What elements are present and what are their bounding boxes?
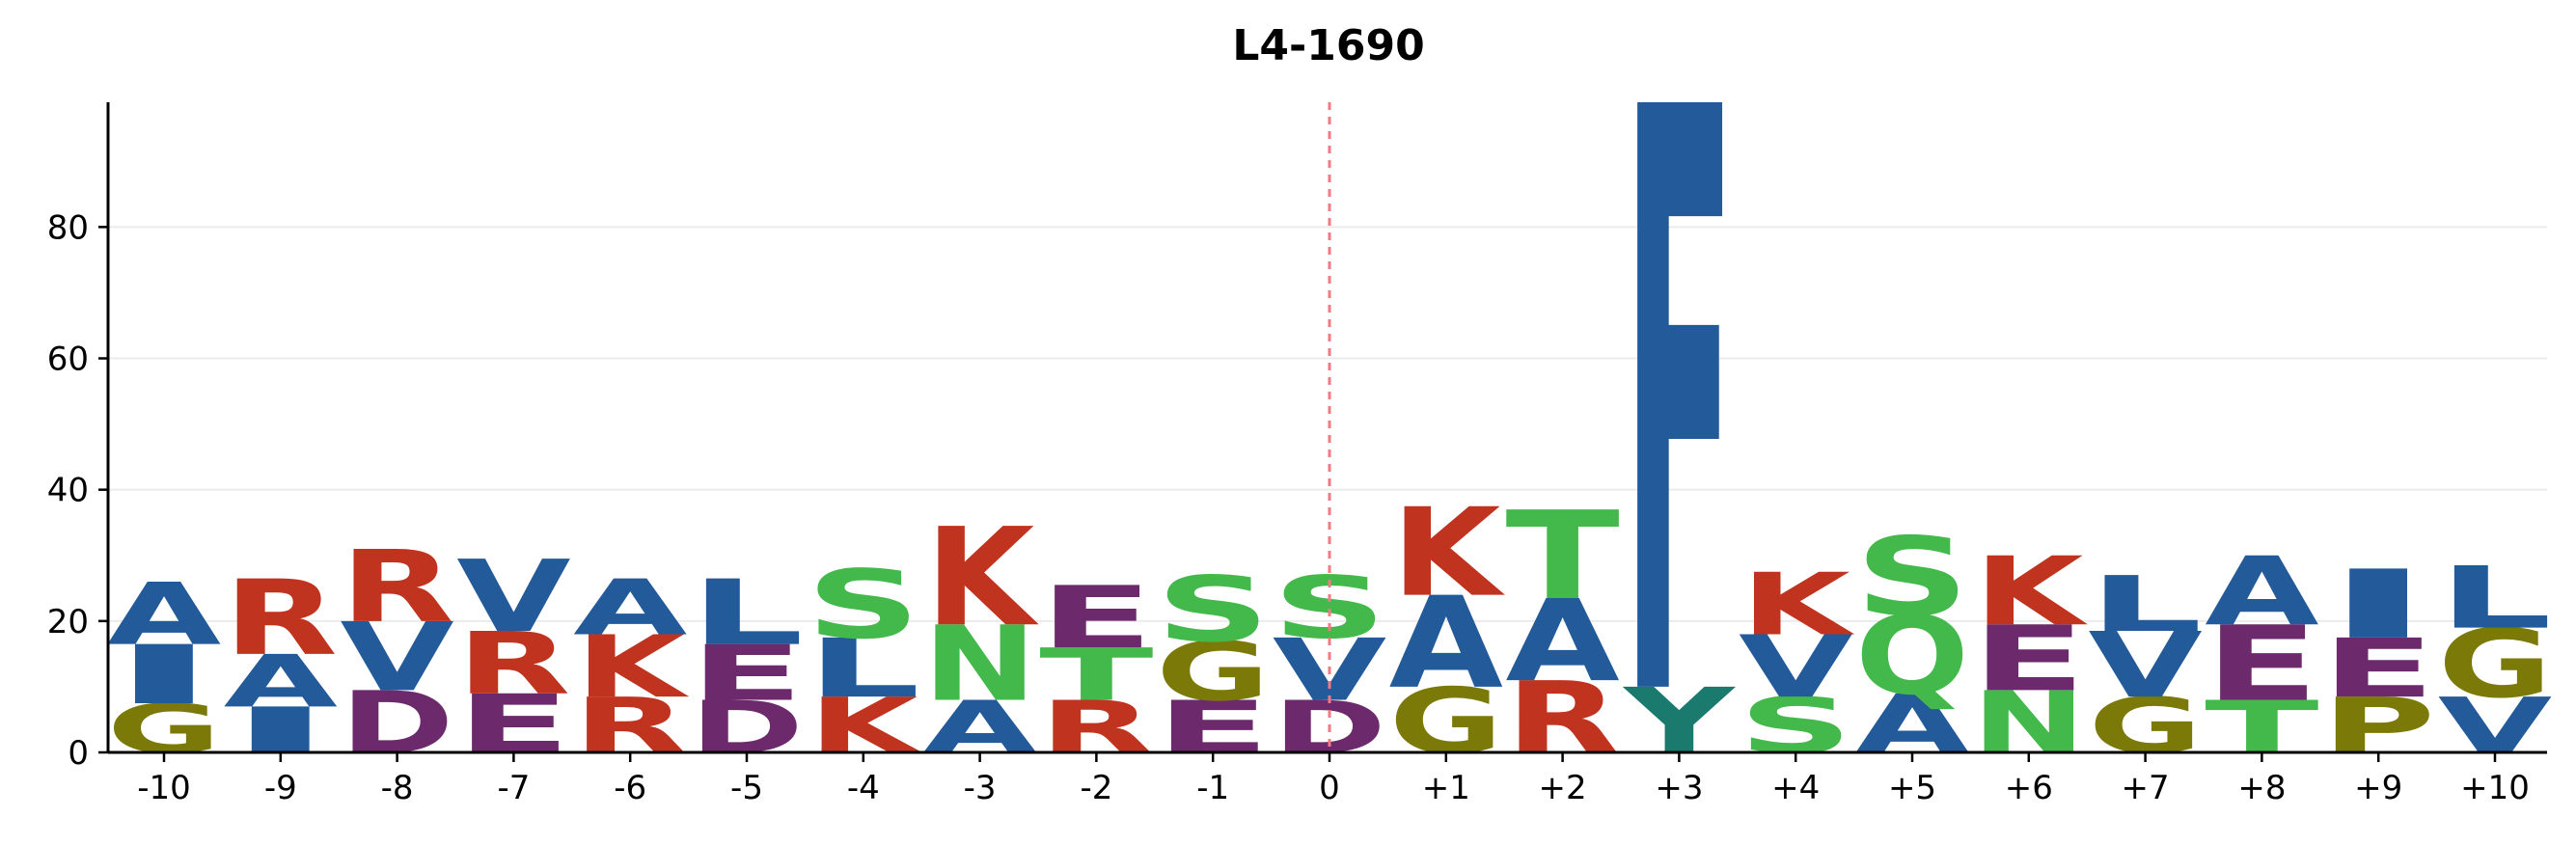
logo-letter-A: A	[573, 563, 687, 653]
logo-letter-A: A	[224, 640, 338, 723]
logo-letter-R: R	[340, 530, 453, 644]
logo-letter-T: T	[1505, 485, 1619, 627]
x-tick-label: -2	[1080, 769, 1112, 807]
gridlines	[108, 226, 2547, 622]
logo-letter-I: I	[2321, 550, 2435, 660]
logo-letter-V: V	[456, 539, 571, 655]
x-tick-label: +1	[1422, 769, 1470, 807]
logo-letter-A: A	[1389, 570, 1503, 718]
x-tick-label: +5	[1888, 769, 1936, 807]
logo-letter-G: G	[1156, 624, 1270, 719]
x-tick-label: +8	[2237, 769, 2286, 807]
logo-letter-G: G	[2438, 610, 2552, 720]
logo-letter-R: R	[224, 559, 338, 679]
logo-letter-Q: Q	[1855, 593, 1969, 719]
y-tick-label: 20	[47, 603, 89, 641]
x-tick-label: +9	[2354, 769, 2402, 807]
x-tick-label: -7	[497, 769, 530, 807]
x-tick-label: +3	[1655, 769, 1703, 807]
logo-letter-F: F	[1622, 0, 1736, 845]
logo-letter-L: L	[690, 560, 804, 666]
logo-letter-E: E	[1972, 607, 2086, 712]
logo-letter-K: K	[925, 499, 1039, 656]
x-tick-label: -3	[964, 769, 997, 807]
x-tick-label: -8	[381, 769, 414, 807]
logo-letter-K: K	[1391, 482, 1505, 624]
x-tick-label: -6	[614, 769, 646, 807]
y-tick-label: 60	[47, 341, 89, 379]
y-tick-label: 0	[68, 734, 89, 773]
x-tick-label: -4	[847, 769, 880, 807]
logo-letter-E: E	[2321, 622, 2435, 717]
logo-letter-S: S	[1156, 558, 1270, 663]
logo-letter-K: K	[1741, 555, 1855, 654]
logo-letter-A: A	[107, 565, 222, 665]
logo-letter-V: V	[2088, 613, 2202, 718]
x-tick-label: +4	[1771, 769, 1820, 807]
logo-letter-L: L	[807, 621, 920, 716]
logo-letter-K: K	[808, 681, 922, 770]
x-tick-label: +6	[2005, 769, 2053, 807]
x-tick-label: -9	[264, 769, 297, 807]
logo-letter-L: L	[2088, 559, 2202, 649]
logo-letter-S: S	[1855, 514, 1969, 641]
x-tick-label: -10	[137, 769, 191, 807]
logo-letter-N: N	[922, 603, 1036, 724]
logo-letter-E: E	[690, 629, 804, 718]
y-tick-label: 40	[47, 472, 89, 510]
logo-letter-A: A	[2205, 537, 2318, 647]
logo-letter-E: E	[2205, 604, 2318, 724]
x-tick-label: -1	[1196, 769, 1229, 807]
logo-letter-V: V	[340, 603, 453, 713]
logo-letter-L: L	[2438, 549, 2552, 648]
x-tick-label: -5	[730, 769, 763, 807]
y-tick-label: 80	[47, 208, 89, 247]
chart-title: L4-1690	[1232, 21, 1424, 70]
x-tick-label: +7	[2122, 769, 2170, 807]
x-tick-label: +2	[1539, 769, 1587, 807]
logo-letter-K: K	[576, 617, 690, 717]
x-tick-label: 0	[1319, 769, 1340, 807]
logo-letter-S: S	[807, 550, 920, 660]
logo-letter-T: T	[1039, 633, 1153, 717]
logo-letter-R: R	[456, 614, 570, 714]
logo-letter-E: E	[1039, 568, 1153, 668]
logo-letter-V: V	[1739, 618, 1853, 718]
logo-letter-A: A	[1505, 577, 1619, 708]
x-tick-label: +10	[2460, 769, 2530, 807]
logo-letter-K: K	[1974, 537, 2089, 647]
logo-letter-I: I	[107, 628, 221, 722]
